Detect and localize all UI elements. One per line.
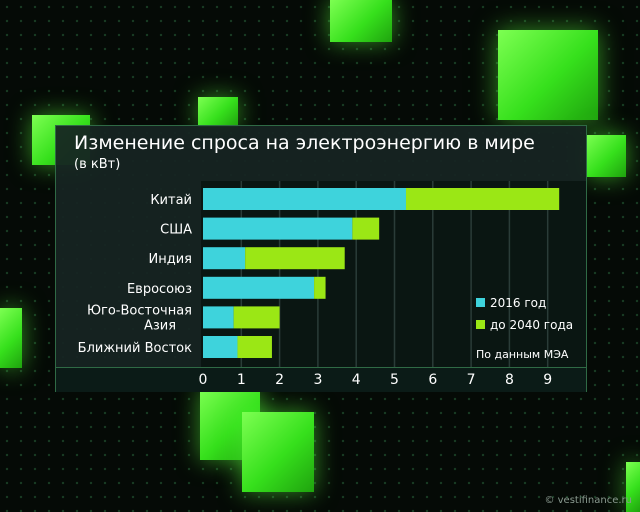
x-tick-label: 7 — [467, 372, 476, 388]
bar-series2 — [233, 306, 280, 329]
background-cube — [0, 308, 22, 368]
bar-series2 — [237, 336, 272, 358]
background-cube — [498, 30, 598, 120]
x-tick-label: 8 — [505, 372, 514, 388]
source-note: По данным МЭА — [476, 348, 569, 361]
chart-panel: Изменение спроса на электроэнергию в мир… — [55, 125, 587, 392]
legend-swatch — [476, 298, 485, 307]
background-cube — [198, 97, 238, 127]
x-axis-strip — [56, 367, 586, 392]
bar-series1 — [203, 247, 246, 270]
category-label: США — [160, 223, 192, 238]
bar-series2 — [405, 188, 560, 210]
x-tick-label: 2 — [275, 372, 284, 388]
bar-series1 — [203, 217, 353, 240]
category-label: Азия — [144, 318, 176, 333]
x-tick-label: 5 — [390, 372, 399, 388]
category-label: Евросоюз — [127, 282, 192, 297]
x-tick-label: 1 — [237, 372, 246, 388]
x-tick-label: 0 — [199, 372, 208, 388]
x-tick-label: 4 — [352, 372, 361, 388]
watermark: © vestifinance.ru — [544, 495, 632, 506]
chart-subtitle: (в кВт) — [74, 157, 121, 172]
legend-label: 2016 год — [490, 296, 546, 310]
background-cube — [330, 0, 392, 42]
bar-series1 — [203, 188, 406, 210]
bar-series1 — [203, 336, 238, 358]
bar-series2 — [245, 247, 345, 270]
x-tick-label: 3 — [313, 372, 322, 388]
bar-series1 — [203, 276, 315, 299]
chart-title: Изменение спроса на электроэнергию в мир… — [74, 132, 535, 154]
category-label: Ближний Восток — [78, 341, 192, 356]
category-label: Китай — [150, 193, 192, 208]
category-label: Юго-Восточная — [87, 303, 192, 318]
bar-series2 — [352, 217, 380, 240]
background-cube — [242, 412, 314, 492]
x-tick-label: 9 — [543, 372, 552, 388]
legend-swatch — [476, 320, 485, 329]
legend-label: до 2040 года — [490, 318, 573, 332]
background-cube — [626, 462, 640, 512]
bar-series2 — [314, 276, 326, 299]
category-label: Индия — [149, 252, 192, 267]
bar-series1 — [203, 306, 234, 329]
background-cube — [586, 135, 626, 177]
x-tick-label: 6 — [428, 372, 437, 388]
